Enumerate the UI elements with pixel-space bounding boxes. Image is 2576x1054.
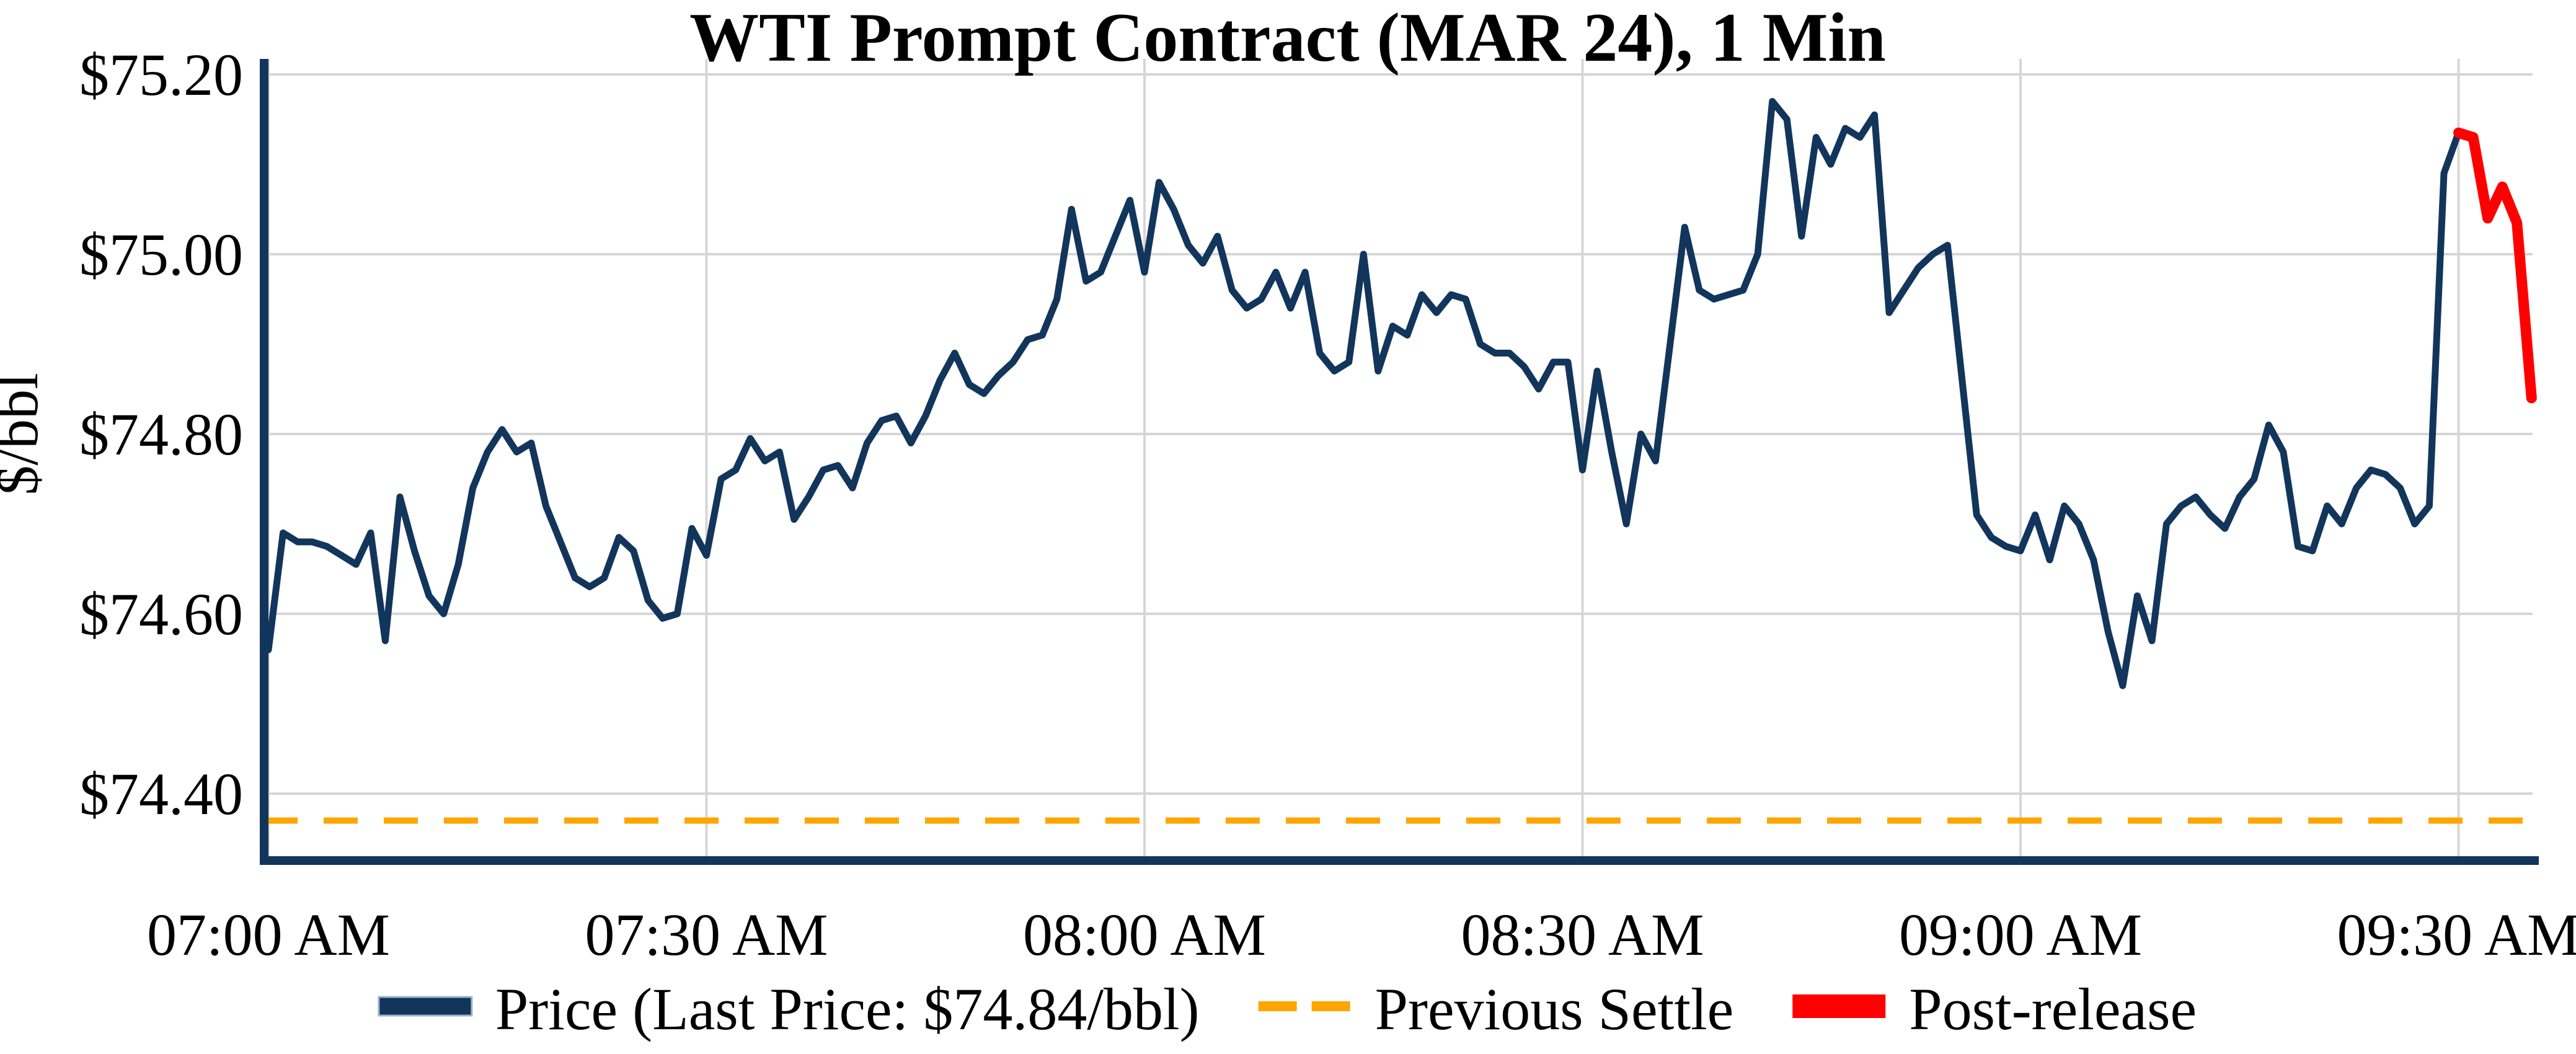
y-tick-label: $74.80 (79, 401, 243, 467)
x-tick-label: 07:30 AM (585, 901, 828, 968)
price-line (265, 98, 2462, 689)
x-tick-label: 09:00 AM (1899, 901, 2142, 968)
legend-swatch-post-release (1792, 994, 1886, 1018)
y-axis-label: $/bbl (0, 373, 50, 495)
x-tick-labels: 07:00 AM 07:30 AM 08:00 AM 08:30 AM 09:00 AM… (147, 901, 2576, 968)
x-axis-spine (260, 856, 2539, 865)
y-tick-label: $74.40 (79, 761, 243, 827)
legend-label: Previous Settle (1375, 976, 1734, 1042)
series-lines (263, 98, 2537, 824)
y-tick-label: $74.60 (79, 581, 243, 647)
legend-swatch-price (378, 996, 473, 1017)
x-tick-label: 08:00 AM (1023, 901, 1266, 968)
x-tick-label: 07:00 AM (147, 901, 390, 968)
y-tick-labels: $75.20 $75.00 $74.80 $74.60 $74.40 (79, 42, 243, 827)
x-tick-label: 08:30 AM (1461, 901, 1704, 968)
legend-label: Price (Last Price: $74.84/bbl) (495, 976, 1200, 1042)
x-tick-label: 09:30 AM (2337, 901, 2576, 968)
y-tick-label: $75.00 (79, 221, 243, 288)
legend-label: Post-release (1909, 976, 2197, 1042)
y-axis-spine (260, 59, 268, 865)
chart-title: WTI Prompt Contract (MAR 24), 1 Min (689, 0, 1886, 76)
gridlines (263, 59, 2533, 861)
legend: Price (Last Price: $74.84/bbl) Previous S… (378, 976, 2197, 1042)
post-release-line (2453, 127, 2537, 404)
y-tick-label: $75.20 (79, 42, 243, 108)
